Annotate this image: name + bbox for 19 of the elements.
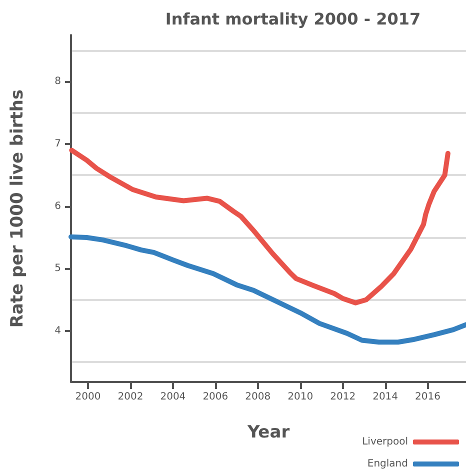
y-tick-label: 4	[54, 325, 61, 336]
x-tick-label: 2006	[202, 392, 228, 402]
x-tick-label: 2012	[330, 392, 356, 402]
chart-title: Infant mortality 2000 - 2017	[165, 10, 421, 28]
x-tick-label: 2014	[372, 392, 398, 402]
x-axis-title: Year	[246, 422, 290, 442]
y-tick-label: 5	[54, 263, 61, 274]
x-tick-label: 2016	[415, 392, 440, 402]
legend-label: England	[367, 458, 408, 470]
y-tick-label: 6	[54, 200, 61, 212]
legend-label: Liverpool	[362, 436, 408, 448]
y-axis-title: Rate per 1000 live births	[8, 89, 28, 328]
x-tick-label: 2008	[245, 392, 271, 402]
x-tick-label: 2004	[160, 392, 186, 402]
y-tick-label: 7	[54, 138, 61, 150]
x-tick-label: 2000	[75, 392, 101, 402]
y-tick-label: 8	[54, 76, 61, 88]
x-tick-label: 2002	[118, 392, 144, 402]
x-tick-label: 2010	[288, 392, 314, 402]
